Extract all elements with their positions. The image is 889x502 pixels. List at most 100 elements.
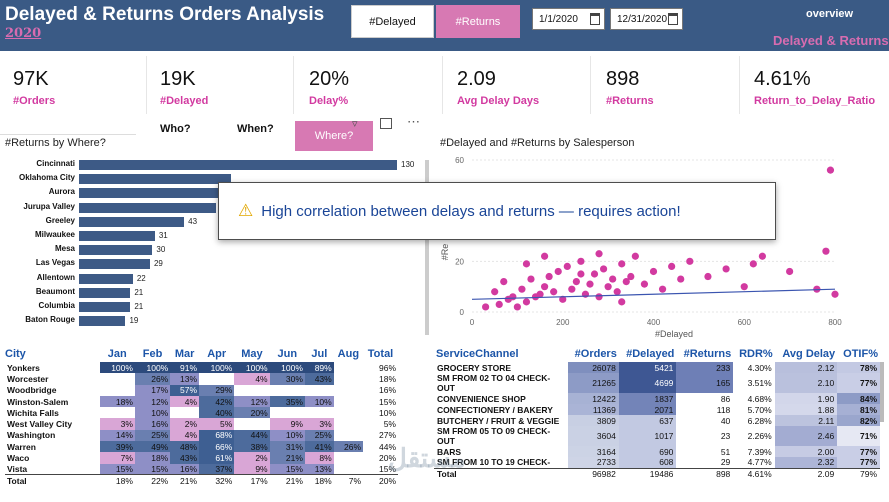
scatter-point[interactable]: [631, 252, 639, 260]
bar-row-4[interactable]: Greeley 43: [0, 215, 430, 229]
date-from-input[interactable]: 1/1/2020: [532, 8, 605, 30]
scatter-point[interactable]: [649, 267, 658, 276]
scatter-point[interactable]: [604, 283, 612, 291]
bar-row-10[interactable]: Columbia 21: [0, 300, 430, 314]
calendar-icon[interactable]: [590, 13, 600, 25]
table-row[interactable]: GROCERY STORE 26078 5421 233 4.30% 2.12 78%: [434, 362, 880, 373]
bar-row-1[interactable]: Oklahoma City: [0, 172, 430, 186]
table-row[interactable]: Vista 15% 15% 16% 37% 9% 15% 13% 15%: [5, 463, 398, 475]
table-row[interactable]: Wichita Falls 10% 40% 20% 10%: [5, 407, 398, 419]
scatter-point[interactable]: [831, 290, 839, 298]
scatter-point[interactable]: [786, 267, 794, 276]
column-header[interactable]: Avg Delay: [782, 347, 836, 360]
scatter-point[interactable]: [509, 293, 517, 301]
table-row[interactable]: CONVENIENCE SHOP 12422 1837 86 4.68% 1.90 84%: [434, 393, 880, 404]
scatter-point[interactable]: [704, 272, 712, 281]
scatter-point[interactable]: [495, 300, 503, 308]
scatter-point[interactable]: [522, 260, 531, 268]
bar-row-11[interactable]: Baton Rouge 19: [0, 314, 430, 328]
scrollbar[interactable]: [880, 362, 884, 422]
column-header[interactable]: #Orders: [574, 347, 617, 360]
column-header[interactable]: Aug: [337, 347, 360, 360]
tab-when[interactable]: When?: [237, 123, 274, 135]
scatter-point[interactable]: [640, 280, 649, 288]
scatter-point[interactable]: [595, 250, 603, 258]
scatter-point[interactable]: [749, 260, 757, 268]
column-header[interactable]: City: [5, 347, 26, 360]
bar[interactable]: [79, 273, 133, 284]
scatter-point[interactable]: [500, 278, 508, 286]
scatter-point[interactable]: [609, 275, 617, 283]
scatter-point[interactable]: [826, 166, 835, 174]
scrollbar[interactable]: [425, 160, 429, 335]
tab-who[interactable]: Who?: [160, 123, 191, 135]
scatter-point[interactable]: [613, 288, 621, 296]
scatter-point[interactable]: [686, 257, 694, 265]
scatter-point[interactable]: [618, 260, 626, 268]
bar[interactable]: [79, 316, 126, 327]
bar-row-8[interactable]: Allentown 22: [0, 272, 430, 286]
scatter-point[interactable]: [595, 293, 603, 301]
focus-mode-icon[interactable]: [380, 118, 392, 129]
scatter-point[interactable]: [550, 288, 558, 296]
bar[interactable]: [79, 259, 150, 270]
column-header[interactable]: Jun: [277, 347, 298, 360]
scatter-point[interactable]: [668, 262, 676, 270]
column-header[interactable]: May: [241, 347, 263, 360]
bar[interactable]: [79, 202, 216, 213]
bar[interactable]: [79, 216, 185, 227]
table-row[interactable]: SM FROM 02 TO 04 CHECK-OUT 21265 4699 165 3.…: [434, 373, 880, 393]
table-row[interactable]: SM FROM 05 TO 09 CHECK-OUT 3604 1017 23 2.26…: [434, 426, 880, 446]
table-row[interactable]: West Valley City 3% 16% 2% 5% 9% 3% 5%: [5, 418, 398, 430]
column-header[interactable]: Feb: [142, 347, 163, 360]
bar-row-6[interactable]: Mesa 30: [0, 243, 430, 257]
column-header[interactable]: #Returns: [683, 347, 732, 360]
scatter-point[interactable]: [491, 288, 499, 296]
table-row[interactable]: CONFECTIONERY / BAKERY 11369 2071 118 5.70% 1…: [434, 404, 880, 415]
scatter-point[interactable]: [522, 298, 531, 306]
bar[interactable]: [79, 231, 155, 241]
column-header[interactable]: ServiceChannel: [436, 347, 519, 360]
column-header[interactable]: #Delayed: [626, 347, 675, 360]
scatter-point[interactable]: [758, 252, 766, 260]
column-header[interactable]: Jul: [311, 347, 328, 360]
scatter-point[interactable]: [568, 285, 576, 293]
more-options-icon[interactable]: ⋯: [407, 114, 420, 129]
table-row[interactable]: Waco 7% 18% 43% 61% 2% 21% 8% 20%: [5, 452, 398, 464]
table-row[interactable]: Worcester 26% 13% 4% 30% 43% 18%: [5, 373, 398, 385]
table-row[interactable]: Warren 39% 49% 48% 66% 38% 31% 41% 26% 44%: [5, 441, 398, 453]
column-header[interactable]: Apr: [207, 347, 227, 360]
filter-icon[interactable]: ▿: [352, 118, 358, 130]
scatter-point[interactable]: [677, 275, 685, 283]
table-row[interactable]: Woodbridge 17% 57% 29% 16%: [5, 384, 398, 396]
column-header[interactable]: OTIF%: [843, 347, 878, 360]
delayed-toggle-button[interactable]: #Delayed: [351, 5, 434, 38]
scatter-point[interactable]: [563, 262, 571, 270]
calendar-icon[interactable]: [668, 13, 678, 25]
returns-toggle-button[interactable]: #Returns: [436, 5, 520, 38]
bar-row-7[interactable]: Las Vegas 29: [0, 257, 430, 271]
table-row[interactable]: BARS 3164 690 51 7.39% 2.00 77%: [434, 446, 880, 457]
table-row[interactable]: Washington 14% 25% 4% 68% 44% 10% 25% 27%: [5, 429, 398, 442]
scatter-point[interactable]: [541, 283, 549, 291]
table-row[interactable]: SM FROM 10 TO 19 CHECK- 2733 608 29 4.77% 2.3…: [434, 457, 880, 468]
scatter-point[interactable]: [822, 247, 830, 255]
bar[interactable]: [79, 174, 231, 185]
table-row[interactable]: Winston-Salem 18% 12% 4% 42% 12% 35% 10% 15%: [5, 395, 398, 408]
table-row[interactable]: Yonkers 100% 100% 91% 100% 100% 100% 89% 96%: [5, 362, 398, 374]
bar[interactable]: [79, 245, 153, 256]
scatter-point[interactable]: [722, 265, 730, 273]
column-header[interactable]: Jan: [107, 347, 127, 360]
bar[interactable]: [79, 188, 221, 199]
scatter-point[interactable]: [545, 272, 553, 281]
scatter-point[interactable]: [518, 285, 526, 293]
scatter-point[interactable]: [618, 298, 626, 306]
scatter-point[interactable]: [554, 267, 562, 276]
bar[interactable]: [79, 287, 131, 298]
scatter-point[interactable]: [599, 265, 608, 273]
date-to-input[interactable]: 12/31/2020: [610, 8, 683, 30]
scatter-point[interactable]: [586, 280, 594, 288]
table-row[interactable]: BUTCHERY / FRUIT & VEGGIE 3809 637 40 6.28% 2…: [434, 415, 880, 426]
scatter-point[interactable]: [513, 303, 521, 311]
scatter-point[interactable]: [572, 278, 580, 286]
